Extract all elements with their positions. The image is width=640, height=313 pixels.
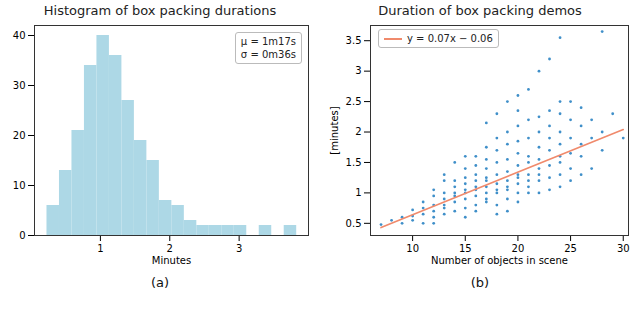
svg-text:40: 40 xyxy=(13,30,26,41)
html-text:(b): (b) xyxy=(470,275,490,290)
svg-text:3: 3 xyxy=(236,243,242,254)
html-text:Histogram of box packing durat: Histogram of box packing durations xyxy=(43,3,277,18)
svg-text:20: 20 xyxy=(512,243,525,254)
html-text:σ = 0m36s: σ = 0m36s xyxy=(240,49,296,60)
svg-text:15: 15 xyxy=(459,243,472,254)
html-text:μ = 1m17s: μ = 1m17s xyxy=(240,36,296,47)
svg-text:3: 3 xyxy=(355,65,361,76)
svg-text:Number of objects in scene: Number of objects in scene xyxy=(431,255,568,266)
svg-text:0: 0 xyxy=(19,230,25,241)
html-text:(a): (a) xyxy=(150,275,170,290)
html-text:y = 0.07x − 0.06: y = 0.07x − 0.06 xyxy=(407,33,493,44)
svg-text:Minutes: Minutes xyxy=(152,255,191,266)
svg-text:1.5: 1.5 xyxy=(346,157,362,168)
svg-text:0.5: 0.5 xyxy=(346,218,362,229)
svg-text:2: 2 xyxy=(167,243,173,254)
svg-text:2.5: 2.5 xyxy=(346,96,362,107)
svg-text:1: 1 xyxy=(97,243,103,254)
html-text:Duration of box packing demos: Duration of box packing demos xyxy=(378,3,582,18)
svg-text:25: 25 xyxy=(564,243,577,254)
svg-text:30: 30 xyxy=(617,243,630,254)
svg-text:30: 30 xyxy=(13,80,26,91)
svg-text:10: 10 xyxy=(13,180,26,191)
svg-text:1: 1 xyxy=(355,187,361,198)
svg-text:20: 20 xyxy=(13,130,26,141)
svg-text:10: 10 xyxy=(406,243,419,254)
svg-text:2: 2 xyxy=(355,126,361,137)
svg-text:3.5: 3.5 xyxy=(346,35,362,46)
svg-text:[minutes]: [minutes] xyxy=(329,106,340,154)
